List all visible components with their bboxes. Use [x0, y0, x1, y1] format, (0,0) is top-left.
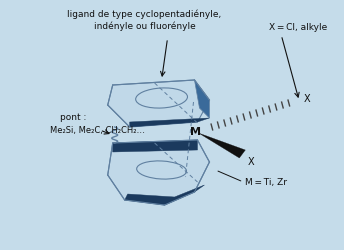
Polygon shape [108, 80, 209, 127]
Text: indényle ou fluorényle: indényle ou fluorényle [94, 21, 195, 31]
Text: pont :: pont : [60, 114, 86, 122]
Text: X: X [303, 94, 310, 104]
Polygon shape [108, 140, 209, 205]
Polygon shape [130, 118, 209, 127]
Text: M = Ti, Zr: M = Ti, Zr [245, 178, 287, 186]
Text: Me₂Si, Me₂C, CH₂CH₂…: Me₂Si, Me₂C, CH₂CH₂… [50, 126, 145, 134]
Text: X = Cl, alkyle: X = Cl, alkyle [269, 24, 327, 32]
Polygon shape [198, 133, 245, 158]
Polygon shape [194, 80, 209, 118]
Polygon shape [113, 140, 197, 152]
Text: M: M [190, 127, 201, 137]
Polygon shape [125, 185, 204, 205]
Text: X: X [247, 157, 254, 167]
Text: ligand de type cyclopentadiényle,: ligand de type cyclopentadiényle, [67, 9, 222, 19]
